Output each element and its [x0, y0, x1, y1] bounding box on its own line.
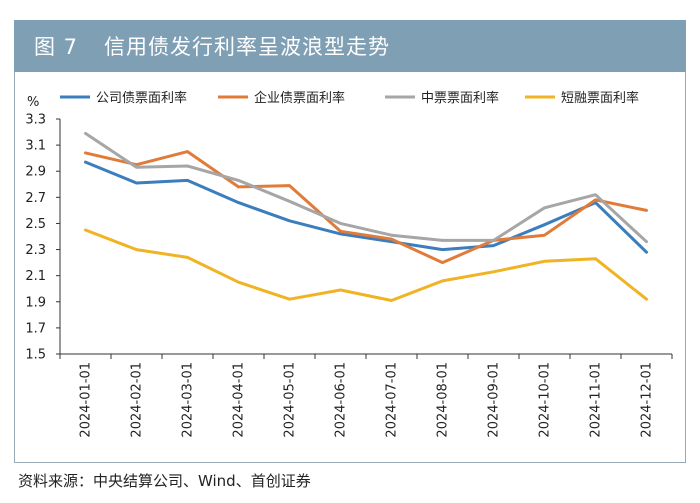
y-tick-label: 3.3 [25, 113, 46, 128]
y-tick-label: 2.3 [25, 243, 46, 258]
y-tick-label: 2.1 [25, 269, 46, 284]
legend-label: 企业债票面利率 [254, 90, 345, 106]
figure-title: 信用债发行利率呈波浪型走势 [104, 35, 391, 59]
series-line-4 [84, 228, 648, 302]
x-tick-label: 2024-03-01 [181, 362, 196, 438]
series-line-2 [84, 150, 648, 265]
y-tick-label: 1.5 [25, 348, 46, 363]
y-tick-label: 2.7 [25, 191, 46, 206]
x-tick-label: 2024-12-01 [640, 362, 655, 438]
x-tick-label: 2024-10-01 [538, 362, 553, 438]
x-axis: 2024-01-01 2024-02-01 2024-03-01 2024-04-01… [59, 353, 673, 438]
x-tick-label: 2024-09-01 [487, 362, 502, 438]
legend-label: 公司债票面利率 [96, 90, 187, 106]
legend-label: 短融票面利率 [561, 90, 639, 106]
x-tick-label: 2024-05-01 [283, 362, 298, 438]
x-tick-label: 2024-02-01 [130, 362, 145, 438]
x-tick-label: 2024-01-01 [79, 362, 94, 438]
series-line-1 [84, 160, 648, 254]
figure-number: 图 7 [34, 35, 79, 59]
source-note: 资料来源：中央结算公司、Wind、首创证券 [18, 472, 311, 490]
y-tick-label: 1.9 [25, 295, 46, 310]
y-axis: 1.5 1.7 1.9 2.1 2.3 2.5 2.7 2.9 3.1 3.3 [25, 113, 61, 363]
x-tick-label: 2024-06-01 [334, 362, 349, 438]
x-tick-label: 2024-11-01 [589, 362, 604, 438]
figure-header: 图 7 信用债发行利率呈波浪型走势 [14, 20, 686, 72]
series-line-3 [84, 131, 648, 244]
legend: 公司债票面利率 企业债票面利率 中票票面利率 短融票面利率 [60, 90, 639, 106]
y-tick-label: 3.1 [25, 139, 46, 154]
x-tick-label: 2024-04-01 [232, 362, 247, 438]
y-unit-label: % [27, 95, 39, 110]
y-tick-label: 2.5 [25, 217, 46, 232]
y-tick-label: 2.9 [25, 165, 46, 180]
series-lines [84, 131, 648, 302]
x-tick-label: 2024-08-01 [436, 362, 451, 438]
x-tick-label: 2024-07-01 [385, 362, 400, 438]
chart-frame [14, 72, 686, 463]
legend-label: 中票票面利率 [421, 90, 499, 106]
y-tick-label: 1.7 [25, 321, 46, 336]
